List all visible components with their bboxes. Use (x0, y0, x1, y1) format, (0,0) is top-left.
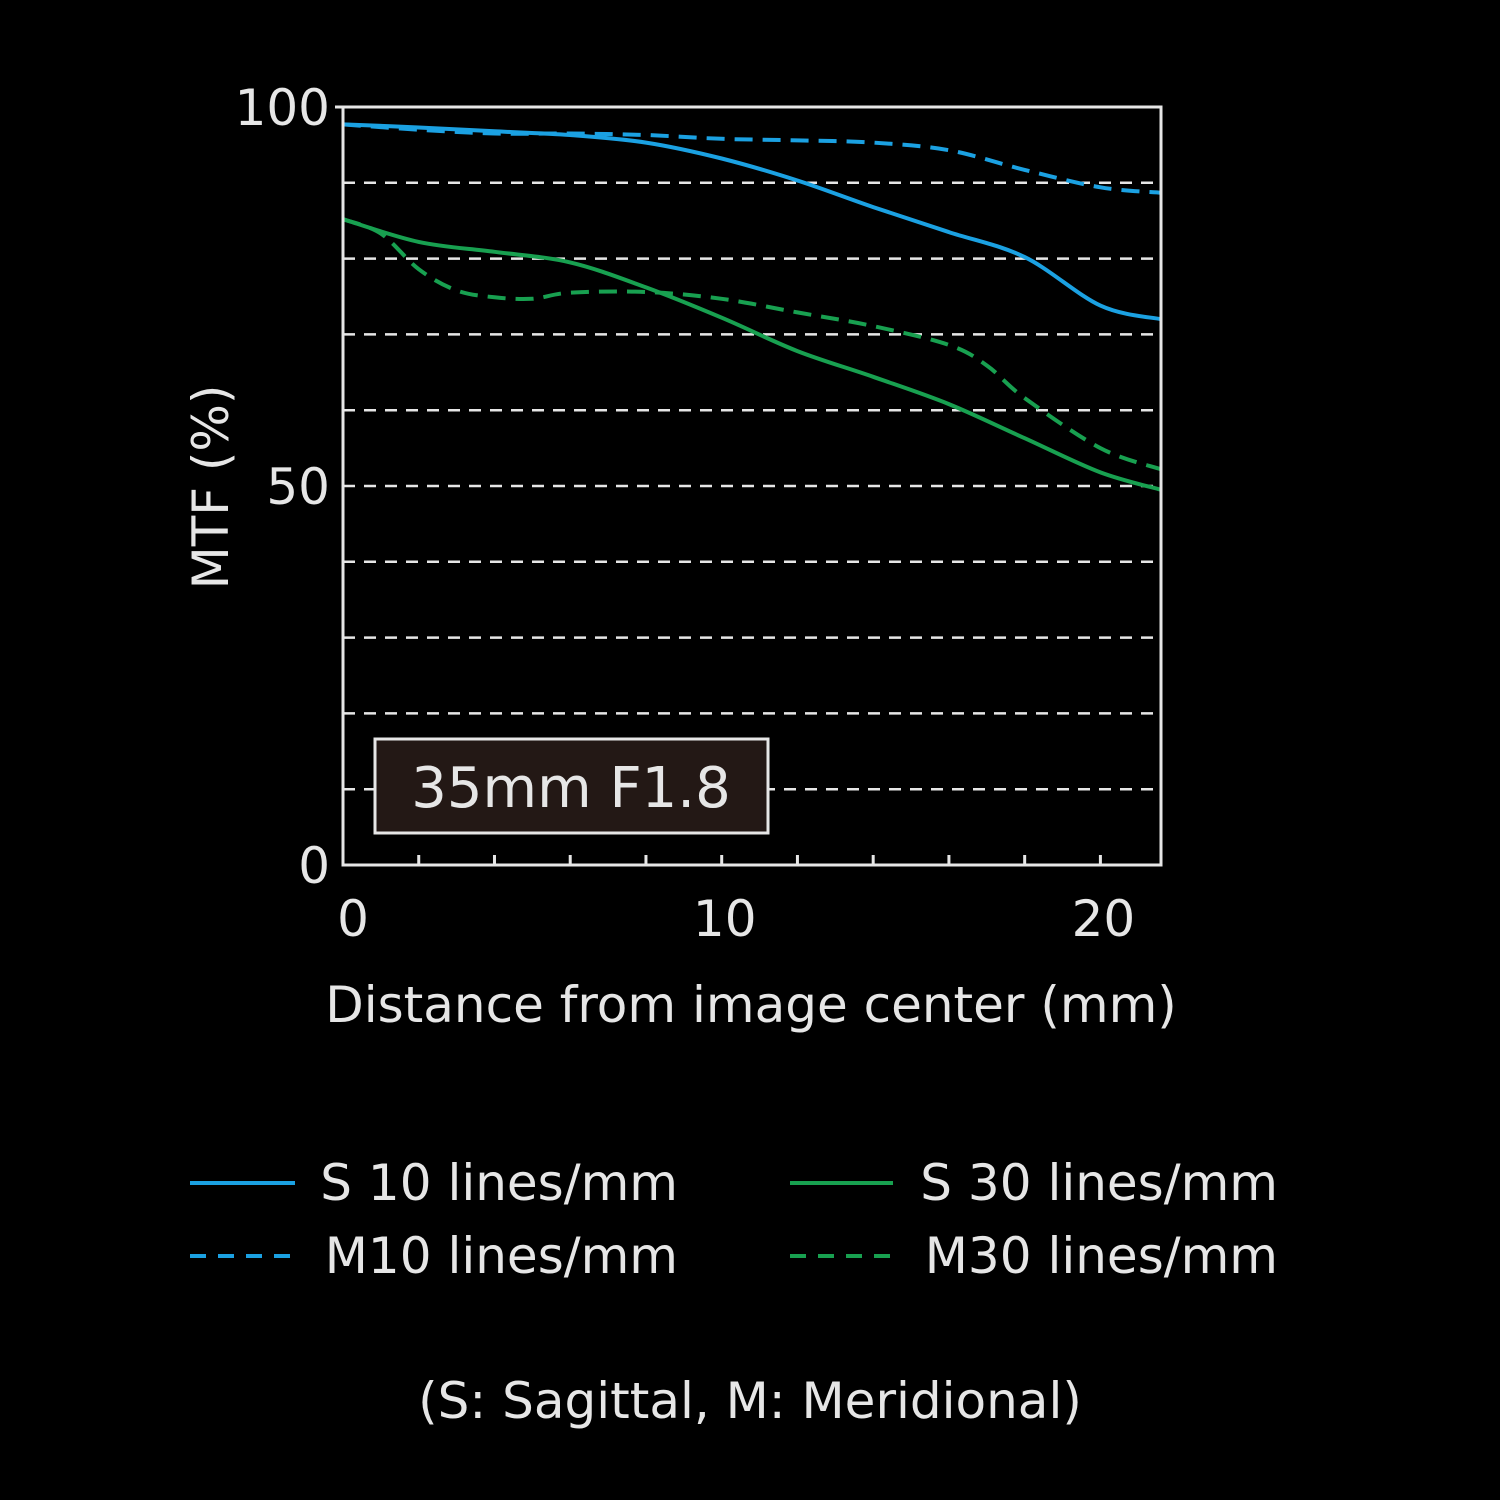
lens-annotation: 35mm F1.8 (373, 737, 770, 835)
x-tick-label: 0 (337, 890, 369, 948)
legend-label: M30 lines/mm (925, 1227, 1278, 1285)
series-line-s-10-lines-mm (342, 122, 1162, 322)
y-tick-label: 100 (235, 79, 330, 137)
y-tick-label: 50 (266, 458, 330, 516)
legend-label: S 30 lines/mm (920, 1154, 1278, 1212)
annotation-label: 35mm F1.8 (411, 756, 730, 821)
series-line-s-30-lines-mm (342, 217, 1162, 492)
series-line-m10-lines-mm (342, 122, 1162, 195)
footnote: (S: Sagittal, M: Meridional) (418, 1372, 1082, 1430)
legend-label: M10 lines/mm (325, 1227, 678, 1285)
legend-label: S 10 lines/mm (320, 1154, 678, 1212)
x-tick-label: 20 (1072, 890, 1136, 948)
annotation-box (373, 737, 770, 835)
plot-frame (341, 105, 1163, 867)
series-lines (342, 122, 1162, 492)
x-axis-title: Distance from image center (mm) (325, 976, 1177, 1034)
series-line-m30-lines-mm (342, 217, 1162, 472)
y-tick-label: 0 (298, 837, 330, 895)
legend: S 10 lines/mm M10 lines/mm S 30 lines/mm M3… (190, 1154, 1278, 1285)
y-axis-title: MTF (%) (182, 385, 240, 590)
x-tick-label: 10 (693, 890, 757, 948)
tick-labels: 0 50 100 0 10 20 (235, 79, 1136, 948)
